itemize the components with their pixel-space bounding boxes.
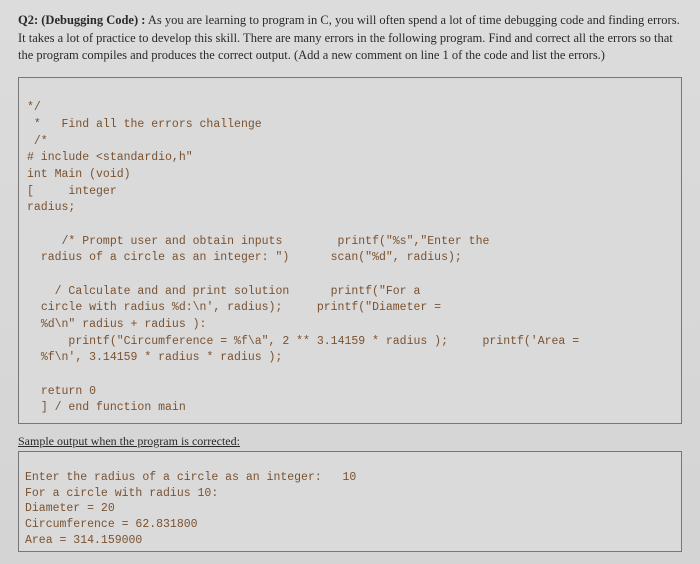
output-label: Sample output when the program is correc… [18, 434, 682, 449]
code-line: %d\n" radius + radius ): [27, 318, 206, 331]
code-line: printf("Circumference = %f\a", 2 ** 3.14… [27, 335, 579, 348]
code-line: radius of a circle as an integer: ") sca… [27, 251, 462, 264]
code-line: return 0 [27, 385, 96, 398]
code-block: */ * Find all the errors challenge /* # … [18, 77, 682, 424]
code-line: */ [27, 101, 41, 114]
code-line: radius; [27, 201, 75, 214]
output-line: Area = 314.159000 [25, 534, 142, 547]
code-line: /* Prompt user and obtain inputs printf(… [27, 235, 489, 248]
question-text: Q2: (Debugging Code) : As you are learni… [18, 12, 682, 65]
question-label: Q2: (Debugging Code) : [18, 13, 145, 27]
output-line: Enter the radius of a circle as an integ… [25, 471, 356, 484]
code-line: /* [27, 135, 48, 148]
code-line: / Calculate and and print solution print… [27, 285, 420, 298]
output-line: Diameter = 20 [25, 502, 115, 515]
code-line: # include <standardio,h" [27, 151, 193, 164]
code-line: ] / end function main [27, 401, 186, 414]
code-line: * Find all the errors challenge [27, 118, 262, 131]
output-line: Circumference = 62.831800 [25, 518, 198, 531]
code-line: circle with radius %d:\n', radius); prin… [27, 301, 441, 314]
code-line: int Main (void) [27, 168, 131, 181]
code-line: [ integer [27, 185, 117, 198]
code-line: %f\n', 3.14159 * radius * radius ); [27, 351, 282, 364]
output-line: For a circle with radius 10: [25, 487, 218, 500]
output-block: Enter the radius of a circle as an integ… [18, 451, 682, 552]
